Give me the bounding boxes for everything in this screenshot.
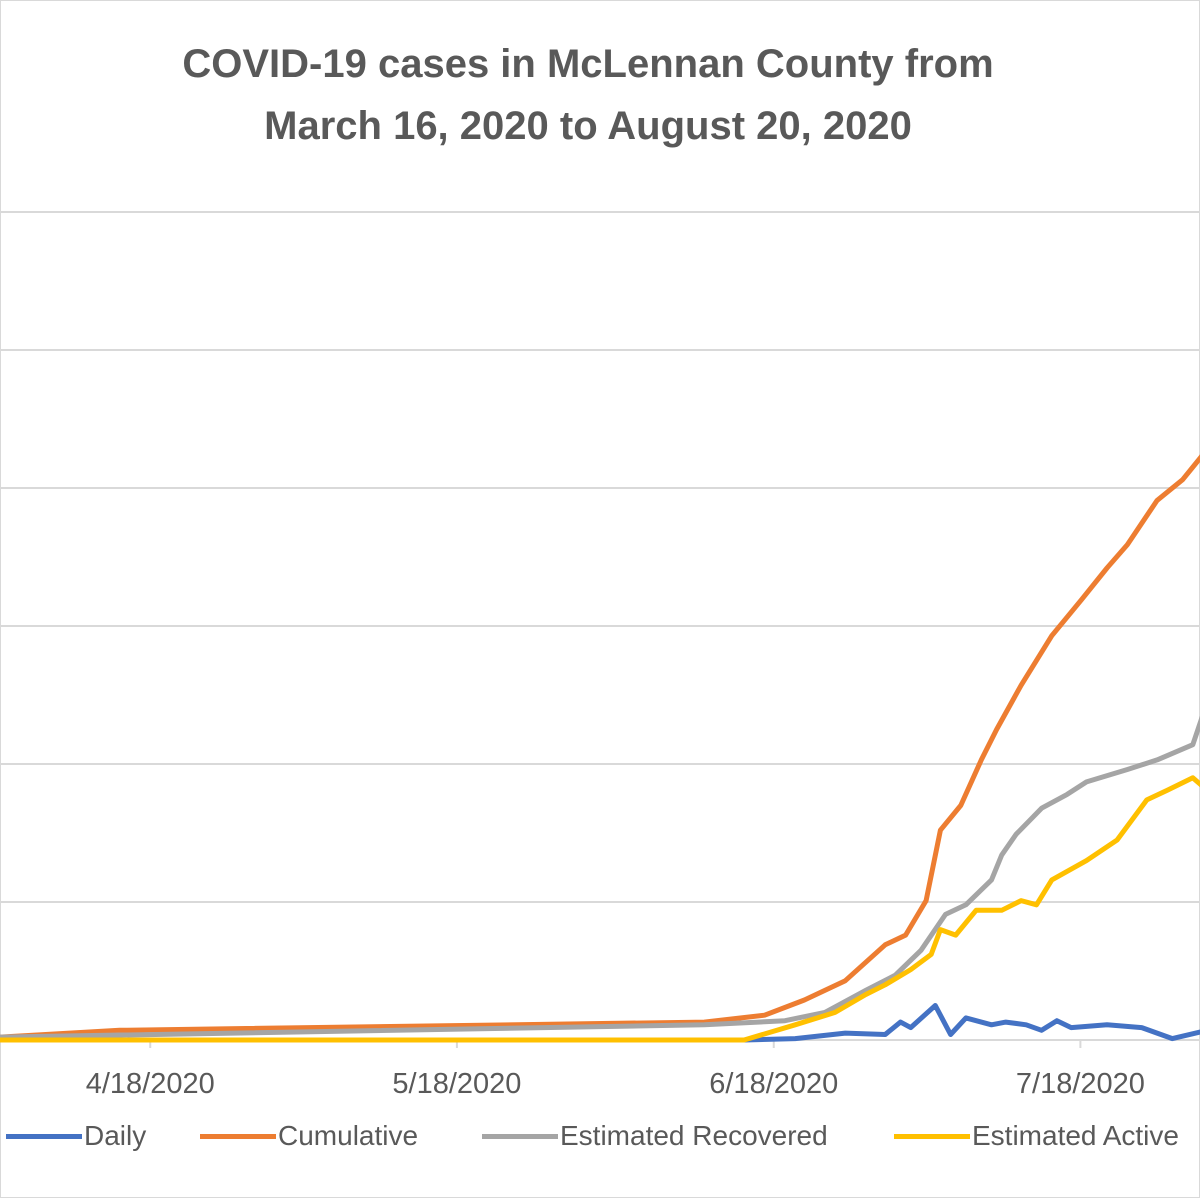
legend: Daily Cumulative Estimated Recovered Est…: [0, 1120, 1200, 1160]
x-tick-label: 6/18/2020: [709, 1068, 838, 1100]
legend-item-estimated-recovered: Estimated Recovered: [482, 1120, 828, 1152]
legend-label: Estimated Recovered: [560, 1120, 828, 1151]
series-line-cumulative: [0, 454, 1200, 1040]
chart-title: COVID-19 cases in McLennan County from M…: [0, 33, 1176, 157]
chart-title-line-1: COVID-19 cases in McLennan County from: [182, 42, 994, 86]
legend-swatch: [894, 1133, 970, 1139]
legend-item-estimated-active: Estimated Active: [894, 1120, 1179, 1152]
legend-label: Estimated Active: [972, 1120, 1179, 1151]
series-line-estimated-recovered: [0, 715, 1200, 1040]
legend-swatch: [482, 1133, 558, 1139]
series-line-estimated-active: [0, 775, 1200, 1043]
legend-label: Cumulative: [278, 1120, 419, 1151]
legend-label: Daily: [84, 1120, 147, 1151]
series-line-daily: [0, 1003, 1200, 1043]
legend-item-cumulative: Cumulative: [200, 1120, 418, 1152]
legend-swatch: [6, 1133, 82, 1139]
x-tick-label: 7/18/2020: [1016, 1068, 1145, 1100]
legend-item-daily: Daily: [6, 1120, 146, 1152]
x-tick-label: 5/18/2020: [392, 1068, 521, 1100]
x-tick-label: 4/18/2020: [86, 1068, 215, 1100]
legend-swatch: [200, 1133, 276, 1139]
chart-title-line-2: March 16, 2020 to August 20, 2020: [264, 104, 912, 148]
